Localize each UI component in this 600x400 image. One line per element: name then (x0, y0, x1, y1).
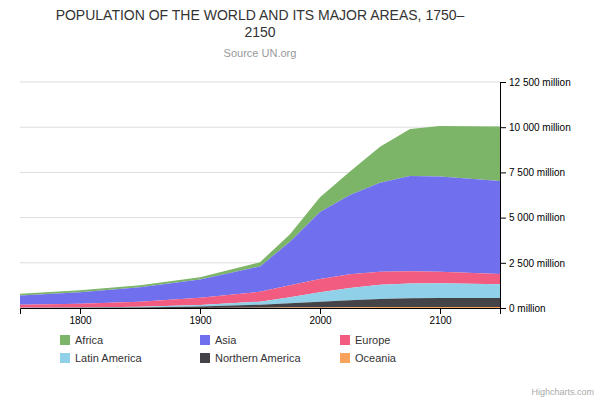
area (20, 271, 500, 307)
x-axis-line (21, 309, 501, 315)
y-tick-label: 2 500 million (509, 258, 565, 269)
legend-swatch (60, 353, 70, 363)
x-tick: 1900 (189, 308, 212, 326)
areas (20, 126, 500, 308)
legend-label: Asia (215, 334, 237, 346)
title-line: 2150 (244, 24, 275, 40)
x-tick-label: 1800 (69, 315, 92, 326)
legend-label: Latin America (75, 352, 143, 364)
x-tick-mark (200, 308, 201, 314)
area (20, 298, 500, 308)
x-tick-label: 2100 (429, 315, 452, 326)
y-tick: 10 000 million (500, 122, 571, 133)
legend-item: Europe (340, 334, 390, 346)
y-tick-label: 10 000 million (509, 122, 571, 133)
plot: 1800 1900 2000 2100 0 million 2 500 million 5 … (20, 77, 571, 326)
subtitle: Source UN.org (224, 47, 297, 59)
y-tick-mark (500, 127, 506, 128)
credit: Highcharts.com (531, 387, 594, 397)
y-tick-mark (500, 308, 506, 309)
y-tick-label: 7 500 million (509, 167, 565, 178)
y-tick: 12 500 million (500, 77, 571, 88)
title: POPULATION OF THE WORLD AND ITS MAJOR AR… (56, 7, 465, 40)
x-tick: 2100 (429, 308, 452, 326)
y-tick-mark (500, 172, 506, 173)
x-tick: 1800 (69, 308, 92, 326)
legend-swatch (340, 353, 350, 363)
grid (20, 82, 500, 308)
area (20, 283, 500, 308)
y-axis-line (501, 83, 507, 309)
x-tick-mark (80, 308, 81, 314)
y-tick-label: 12 500 million (509, 77, 571, 88)
y-tick-label: 0 million (509, 303, 546, 314)
y-axis: 0 million 2 500 million 5 000 million 7 500… (500, 77, 571, 314)
legend-item: Asia (200, 334, 237, 346)
x-tick-mark (320, 308, 321, 314)
y-tick-mark (500, 218, 506, 219)
legend-label: Europe (355, 334, 390, 346)
x-tick-label: 2000 (309, 315, 332, 326)
y-tick: 2 500 million (500, 258, 565, 269)
legend-label: Africa (75, 334, 104, 346)
y-tick-mark (500, 82, 506, 83)
y-tick-label: 5 000 million (509, 212, 565, 223)
legend-label: Northern America (215, 352, 301, 364)
title-line: POPULATION OF THE WORLD AND ITS MAJOR AR… (56, 7, 465, 23)
legend-swatch (60, 335, 70, 345)
legend-item: Northern America (200, 352, 301, 364)
legend-item: Oceania (340, 352, 397, 364)
legend-item: Africa (60, 334, 104, 346)
x-tick: 2000 (309, 308, 332, 326)
y-tick: 5 000 million (500, 212, 565, 223)
x-axis: 1800 1900 2000 2100 (21, 308, 501, 326)
y-tick: 7 500 million (500, 167, 565, 178)
area (20, 307, 500, 308)
legend-swatch (200, 353, 210, 363)
x-tick-mark (440, 308, 441, 314)
x-tick-label: 1900 (189, 315, 212, 326)
legend: Africa Asia Europe Latin America Northern Am… (60, 334, 397, 364)
y-tick: 0 million (500, 303, 546, 314)
grid-line (20, 82, 500, 83)
legend-item: Latin America (60, 352, 143, 364)
legend-swatch (200, 335, 210, 345)
y-tick-mark (500, 263, 506, 264)
chart: POPULATION OF THE WORLD AND ITS MAJOR AR… (0, 0, 600, 400)
legend-label: Oceania (355, 352, 397, 364)
legend-swatch (340, 335, 350, 345)
